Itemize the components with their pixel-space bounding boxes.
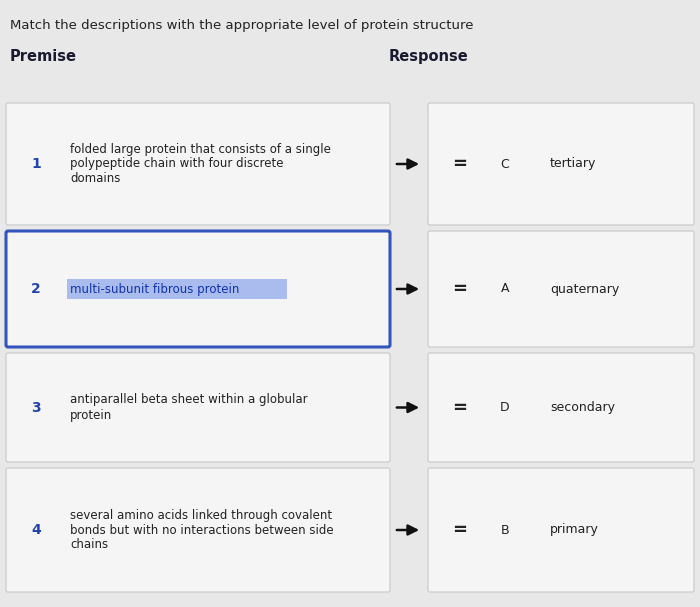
- Text: C: C: [500, 157, 510, 171]
- Text: B: B: [500, 523, 510, 537]
- Text: =: =: [452, 521, 468, 539]
- FancyBboxPatch shape: [428, 231, 694, 347]
- Text: 4: 4: [31, 523, 41, 537]
- FancyBboxPatch shape: [67, 279, 287, 299]
- Text: several amino acids linked through covalent
bonds but with no interactions betwe: several amino acids linked through coval…: [70, 509, 334, 552]
- Text: =: =: [452, 399, 468, 416]
- Text: 2: 2: [31, 282, 41, 296]
- Text: Premise: Premise: [10, 49, 77, 64]
- Text: tertiary: tertiary: [550, 157, 596, 171]
- FancyBboxPatch shape: [6, 353, 390, 462]
- FancyBboxPatch shape: [428, 468, 694, 592]
- Text: D: D: [500, 401, 510, 414]
- Text: 1: 1: [31, 157, 41, 171]
- FancyBboxPatch shape: [6, 103, 390, 225]
- Text: =: =: [452, 155, 468, 173]
- Text: quaternary: quaternary: [550, 282, 620, 296]
- Text: folded large protein that consists of a single
polypeptide chain with four discr: folded large protein that consists of a …: [70, 143, 331, 186]
- Text: antiparallel beta sheet within a globular
protein: antiparallel beta sheet within a globula…: [70, 393, 307, 421]
- Text: A: A: [500, 282, 510, 296]
- FancyBboxPatch shape: [428, 103, 694, 225]
- Text: =: =: [452, 280, 468, 298]
- Text: Response: Response: [389, 49, 468, 64]
- FancyBboxPatch shape: [428, 353, 694, 462]
- Text: Match the descriptions with the appropriate level of protein structure: Match the descriptions with the appropri…: [10, 19, 473, 32]
- Text: multi-subunit fibrous protein: multi-subunit fibrous protein: [70, 282, 239, 296]
- Text: 3: 3: [32, 401, 41, 415]
- Text: secondary: secondary: [550, 401, 615, 414]
- Text: primary: primary: [550, 523, 599, 537]
- FancyBboxPatch shape: [6, 468, 390, 592]
- FancyBboxPatch shape: [6, 231, 390, 347]
